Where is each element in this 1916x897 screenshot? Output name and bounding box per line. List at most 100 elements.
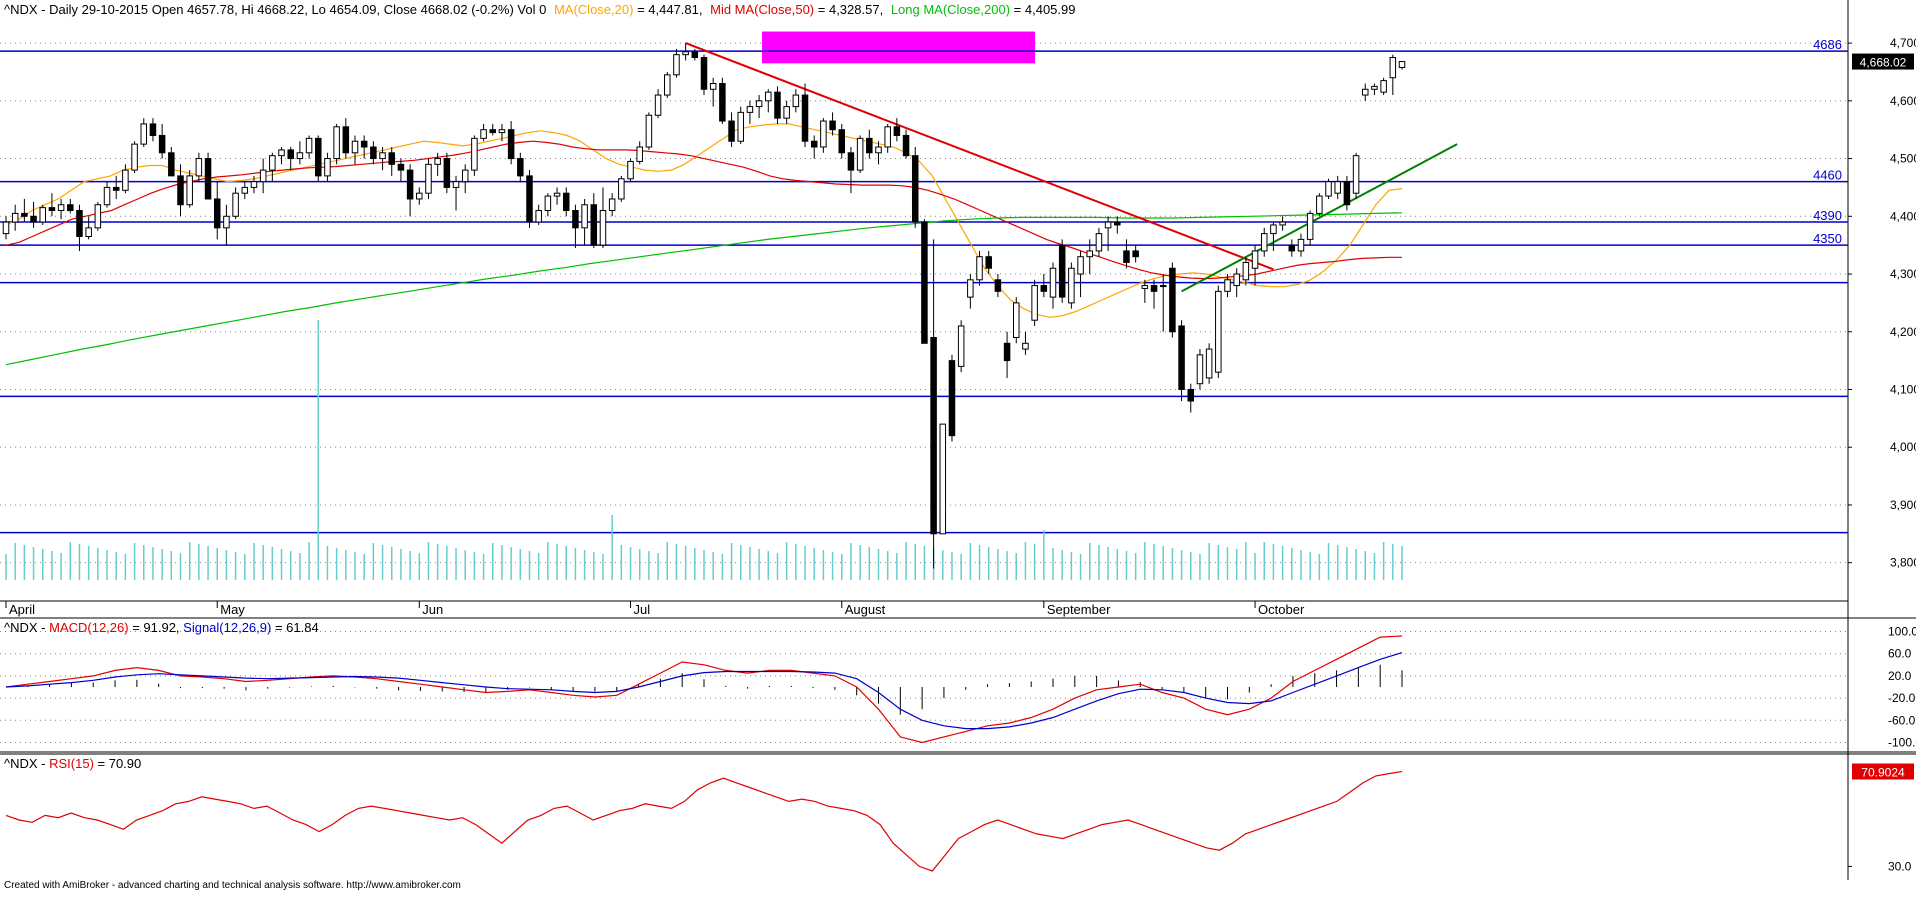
trendlines [685, 42, 1458, 293]
candle-up [1316, 195, 1323, 214]
level-label: 4390 [1813, 208, 1842, 223]
month-label: October [1258, 602, 1305, 617]
ma20-value: = 4,447.81, [637, 2, 702, 17]
candle-up [1251, 250, 1259, 269]
candle-up [1242, 261, 1250, 281]
last-price-badge [1852, 53, 1914, 70]
candlesticks [2, 43, 1406, 569]
macd-title-macd: MACD(12,26) [49, 620, 128, 635]
candle-up [186, 175, 193, 206]
candle-down [48, 207, 56, 212]
candle-up [278, 149, 285, 157]
candle-down [1058, 244, 1066, 298]
candle-up [379, 152, 386, 160]
candle-up [1205, 348, 1213, 379]
signal-line [5, 652, 1403, 730]
candle-down [911, 155, 919, 223]
ma200-label: Long MA(Close,200) [891, 2, 1010, 17]
candle-down [866, 137, 873, 154]
month-label: Jun [422, 602, 443, 617]
candle-down [149, 123, 157, 136]
rsi-tick-label: 30.0 [1888, 859, 1912, 873]
macd-line [5, 635, 1403, 744]
horizontal-levels: 4686 4460 4390 4350 [0, 37, 1848, 534]
candle-up [1031, 285, 1038, 321]
month-label: April [9, 602, 35, 617]
candle-up [1086, 250, 1093, 258]
candle-up [324, 158, 331, 177]
macd-pane: 100.0 60.0 20.0 -20.0 -60.0 -100.0 ^NDX - MACD… [0, 620, 1916, 749]
candle-down [1132, 250, 1139, 258]
candle-up [645, 114, 653, 148]
candle-up [1159, 285, 1167, 288]
resistance-zone [762, 31, 1035, 64]
candle-up [425, 163, 432, 194]
candle-up [140, 123, 148, 145]
candle-down [700, 57, 708, 90]
candle-up [737, 111, 744, 142]
candle-up [85, 227, 92, 237]
candle-down [526, 175, 533, 223]
volume-bars [5, 320, 1403, 580]
candle-up [618, 178, 625, 200]
candle-up [232, 192, 239, 217]
candle-down [287, 149, 294, 160]
candle-up [682, 51, 689, 56]
candle-down [948, 360, 956, 437]
candle-down [728, 120, 735, 142]
candle-down [1178, 325, 1185, 390]
candle-down [838, 129, 846, 154]
candle-up [1362, 88, 1369, 96]
candle-up [1371, 85, 1378, 90]
candle-down [21, 212, 28, 217]
candle-up [967, 279, 974, 298]
level-label: 4686 [1813, 37, 1842, 52]
candle-down [1150, 285, 1158, 292]
macd-title-signal: Signal(12,26,9) [183, 620, 271, 635]
candle-up [94, 204, 102, 229]
candle-up [1104, 221, 1112, 229]
candle-up [636, 146, 643, 162]
candle-up [581, 204, 588, 229]
candle-down [1003, 342, 1011, 362]
candle-up [627, 160, 634, 180]
candle-up [333, 126, 340, 160]
macd-tick-label: 60.0 [1888, 647, 1912, 661]
candle-up [1095, 233, 1103, 252]
candle-up [1215, 290, 1222, 373]
candle-up [1260, 233, 1268, 252]
candle-down [572, 210, 579, 229]
candle-up [39, 207, 46, 223]
candle-down [443, 158, 451, 188]
candle-down [801, 94, 809, 142]
candle-down [360, 140, 368, 148]
ma20-label: MA(Close,20) [554, 2, 633, 17]
price-axis: 4,700 4,600 4,500 4,400 4,300 4,200 4,100 4,000… [1848, 36, 1916, 570]
macd-title-value: = 91.92, [129, 620, 184, 635]
candle-up [1306, 212, 1314, 240]
candle-up [434, 158, 441, 165]
candle-up [792, 94, 800, 108]
candle-up [223, 215, 230, 229]
candle-down [590, 204, 598, 246]
uptrend-line [1181, 143, 1458, 293]
candle-up [1233, 273, 1240, 287]
candle-up [57, 204, 65, 212]
candle-up [884, 126, 891, 148]
candle-down [370, 146, 377, 160]
candle-up [608, 198, 616, 212]
month-axis: April May Jun Jul August September October [5, 601, 1305, 617]
candle-down [847, 152, 855, 171]
candle-down [30, 215, 37, 223]
month-label: Jul [634, 602, 651, 617]
candle-down [829, 120, 836, 131]
candle-up [599, 210, 607, 246]
candle-down [342, 126, 350, 154]
candle-down [930, 337, 937, 535]
candle-up [820, 120, 827, 148]
candle-up [875, 146, 882, 154]
candle-down [902, 134, 910, 157]
candle-down [1343, 181, 1351, 206]
